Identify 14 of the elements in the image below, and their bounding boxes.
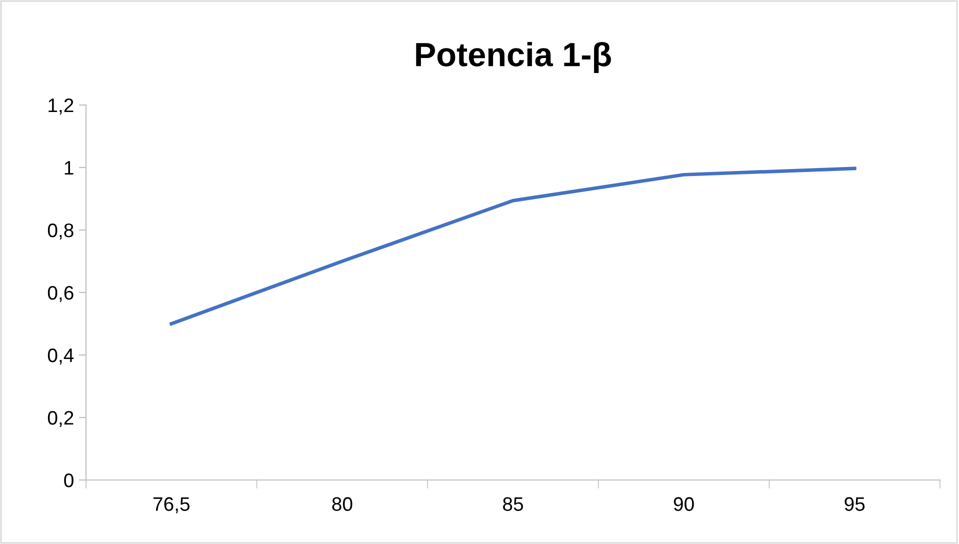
x-tick-label: 80 (332, 497, 352, 511)
y-tick-label: 0,6 (48, 286, 74, 302)
x-tick-label: 90 (674, 497, 694, 511)
x-tick-label: 95 (844, 497, 865, 511)
y-tick-label: 0,4 (48, 348, 74, 365)
x-tick-label: 85 (503, 497, 523, 511)
y-tick-label: 0,2 (48, 410, 74, 428)
y-tick-label: 0 (64, 473, 74, 488)
y-tick-label: 0,8 (48, 223, 74, 240)
chart-title: Potencia 1-β (416, 42, 611, 74)
line-series (170, 166, 856, 326)
y-tick-label: 1,2 (48, 98, 74, 115)
x-tick-label: 76,5 (153, 497, 190, 514)
y-tick-label: 1 (64, 161, 74, 175)
